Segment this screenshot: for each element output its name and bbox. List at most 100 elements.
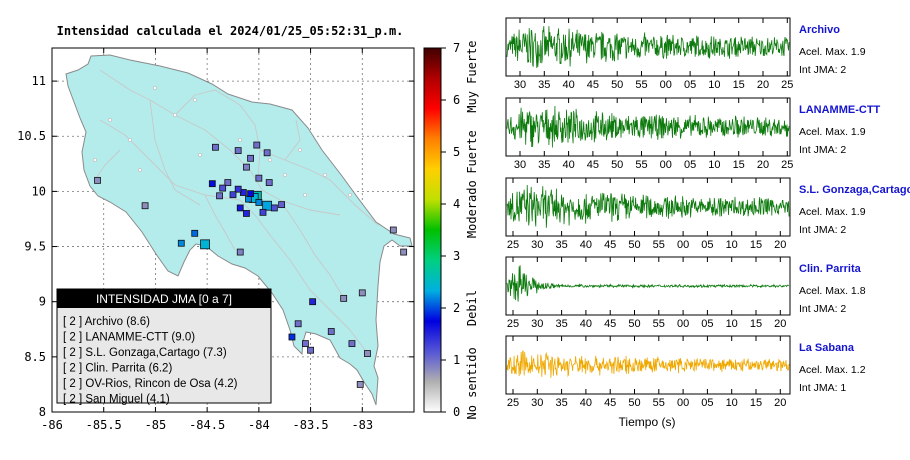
colorbar-tick-label: 2 <box>453 301 460 315</box>
waveform-trace <box>506 265 790 302</box>
station-marker <box>358 289 366 297</box>
waveform-tick-label: 00 <box>677 397 689 409</box>
waveform-tick-label: 40 <box>580 239 592 251</box>
city-dot <box>107 117 113 123</box>
map-frame <box>51 47 415 413</box>
station-marker <box>219 184 227 192</box>
waveform-tick-label: 00 <box>677 318 689 330</box>
station-marker <box>356 381 364 388</box>
city-dot <box>237 137 243 143</box>
road-line <box>99 69 341 216</box>
colorbar-tick-label: 7 <box>453 41 460 55</box>
city-dot <box>92 157 98 163</box>
waveform-tick-label: 10 <box>726 239 738 251</box>
legend-title: INTENSIDAD JMA [0 a 7] <box>96 292 232 306</box>
station-marker <box>307 346 314 354</box>
colorbar-category-label: Muy Fuerte <box>465 40 479 112</box>
city-dot <box>152 85 158 91</box>
station-name: La Sabana <box>799 342 855 354</box>
waveform-tick-label: 45 <box>604 318 616 330</box>
road-line <box>204 194 236 251</box>
city-dot <box>127 137 133 143</box>
station-marker <box>94 176 101 184</box>
waveform-tick-label: 35 <box>538 159 550 171</box>
city-dot <box>267 157 273 163</box>
station-marker <box>141 202 149 210</box>
waveform-trace <box>506 105 790 148</box>
waveform-tick-label: 25 <box>507 397 519 409</box>
colorbar-category-labels: No sentido Debil Moderado Fuerte Muy Fuerte <box>465 40 479 419</box>
colorbar-tick-label: 6 <box>453 93 460 107</box>
waveform-panel: 25 30 35 40 45 50 55 00 05 10 15 20 S.L. Gonzaga,Car… <box>505 177 910 251</box>
station-marker <box>236 248 244 256</box>
legend-entry: [ 2 ] Clin. Parrita (6.2) <box>63 363 172 375</box>
waveform-tick-label: 15 <box>733 159 745 171</box>
station-marker <box>216 192 223 200</box>
waveform-tick-label: 05 <box>701 239 713 251</box>
road-line <box>149 99 201 206</box>
waveform-panel: 30 35 40 45 50 55 00 05 10 15 20 25 LANAMME-CTT Acel.… <box>505 97 881 171</box>
station-marker <box>177 239 185 247</box>
colorbar-gradient <box>423 47 442 413</box>
road-line <box>94 149 121 181</box>
station-int-jma: Int JMA: 2 <box>799 224 846 236</box>
waveform-tick-label: 40 <box>562 159 574 171</box>
map-xtick-label: -84 <box>248 418 270 432</box>
waveform-tick-label: 40 <box>580 397 592 409</box>
waveform-tick-label: 30 <box>514 79 526 91</box>
station-accel-max: Acel. Max. 1.9 <box>799 206 866 218</box>
map-ytick-label: 9 <box>39 295 46 309</box>
legend-entry: [ 2 ] OV-Rios, Rincon de Osa (4.2) <box>63 378 238 390</box>
map-ytick-label: 8 <box>39 405 46 419</box>
waveform-trace <box>506 184 790 228</box>
station-marker <box>288 333 296 341</box>
station-marker <box>247 154 254 162</box>
waveform-tick-label: 10 <box>708 79 720 91</box>
map-xtick-label: -85 <box>145 418 167 432</box>
waveform-tick-label: 20 <box>757 79 769 91</box>
city-dot <box>297 147 303 153</box>
map-xtick-label: -83 <box>351 418 373 432</box>
station-marker <box>229 191 237 199</box>
waveform-tick-label: 55 <box>635 79 647 91</box>
waveform-tick-label: 45 <box>587 159 599 171</box>
station-marker <box>255 199 263 206</box>
waveform-tick-label: 45 <box>604 397 616 409</box>
waveform-tick-label: 05 <box>684 79 696 91</box>
waveform-tick-label: 55 <box>653 397 665 409</box>
colorbar-tick-label: 0 <box>453 405 460 419</box>
station-marker <box>348 340 356 348</box>
station-name: Clin. Parrita <box>799 263 862 275</box>
city-dot <box>282 172 288 178</box>
waveform-tick-label: 10 <box>708 159 720 171</box>
waveform-tick-label: 35 <box>555 397 567 409</box>
waveform-tick-label: 55 <box>635 159 647 171</box>
road-line <box>259 149 379 226</box>
station-name: LANAMME-CTT <box>799 104 881 116</box>
waveform-tick-label: 30 <box>531 239 543 251</box>
waveform-tick-label: 00 <box>677 239 689 251</box>
legend-entry: [ 2 ] LANAMME-CTT (9.0) <box>63 332 195 344</box>
map-xtick-label: -84.5 <box>189 418 225 432</box>
station-marker <box>236 204 244 212</box>
waveform-panel: 30 35 40 45 50 55 00 05 10 15 20 25 Archivo Acel. Max… <box>505 17 866 91</box>
station-marker <box>327 328 335 335</box>
waveform-tick-label: 20 <box>774 318 786 330</box>
station-marker <box>212 143 219 151</box>
station-marker <box>270 204 278 212</box>
station-marker <box>245 195 252 203</box>
colorbar: 0 1 2 3 4 5 6 7 No sentido Debil Moderado Fuerte Mu… <box>423 40 479 420</box>
map-panel: Intensidad calculada el 2024/01/25_05:52… <box>17 24 415 432</box>
city-dot <box>137 167 143 173</box>
legend-entries: [ 2 ] Archivo (8.6) [ 2 ] LANAMME-CTT (9.… <box>63 316 238 406</box>
station-accel-max: Acel. Max. 1.9 <box>799 46 866 58</box>
waveform-tick-label: 00 <box>660 79 672 91</box>
station-accel-max: Acel. Max. 1.9 <box>799 126 866 138</box>
costa-rica-landmass <box>65 54 413 406</box>
colorbar-category-label: No sentido <box>465 347 479 419</box>
legend-entry: [ 2 ] San Miguel (4.1) <box>63 394 170 406</box>
waveform-tick-label: 25 <box>781 159 793 171</box>
waveform-panels: 30 35 40 45 50 55 00 05 10 15 20 25 Archivo Acel. Max… <box>505 17 910 409</box>
waveform-tick-label: 30 <box>514 159 526 171</box>
waveform-tick-label: 45 <box>604 239 616 251</box>
